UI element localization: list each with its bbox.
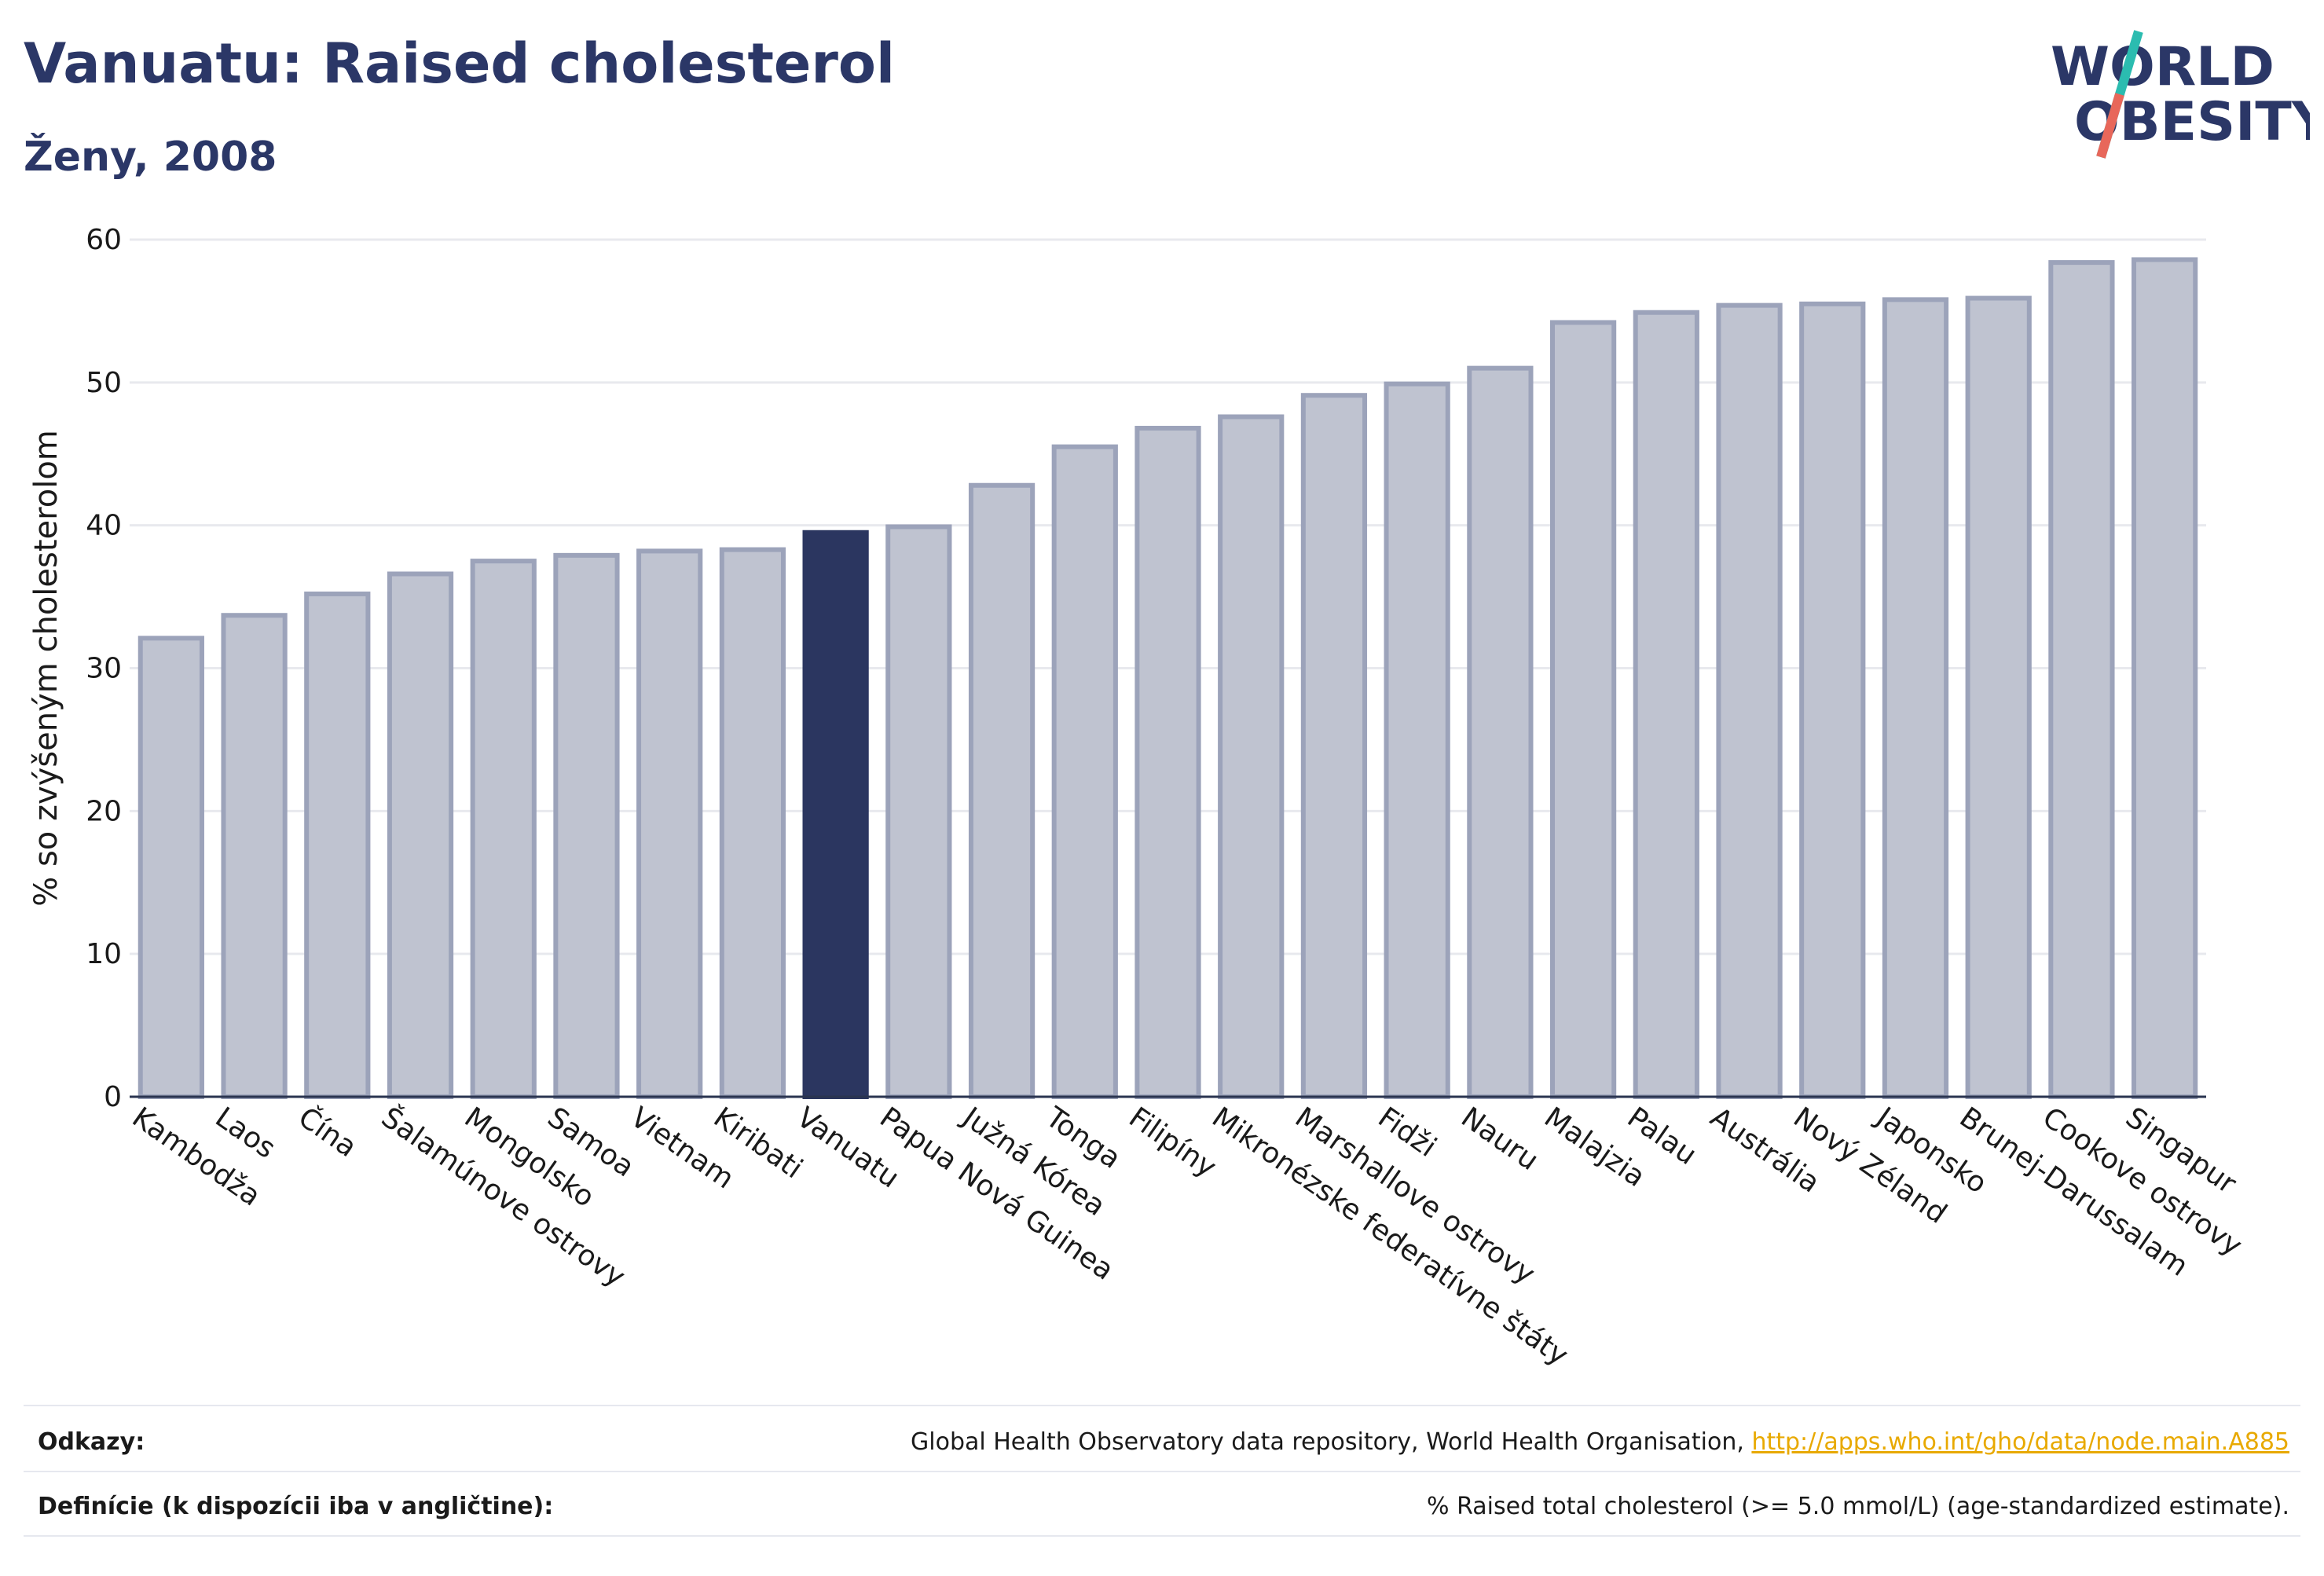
footer-divider — [24, 1405, 2300, 1406]
bar — [1218, 414, 1285, 1099]
y-tick-label: 30 — [86, 653, 122, 685]
y-axis-label: % so zvýšeným cholesterolom — [28, 430, 64, 907]
bar — [968, 482, 1036, 1099]
bar — [2132, 257, 2198, 1099]
bar — [1882, 297, 1949, 1099]
y-tick-label: 50 — [86, 367, 122, 399]
x-tick-label: Čína — [292, 1101, 363, 1164]
bar — [1135, 426, 1201, 1099]
bar — [2048, 260, 2115, 1099]
bar — [1300, 393, 1368, 1100]
y-tick-label: 60 — [86, 224, 122, 256]
y-tick-label: 10 — [86, 938, 122, 970]
bar — [470, 559, 537, 1099]
bar — [221, 613, 288, 1099]
logo-slash-coral — [2096, 93, 2124, 159]
bar — [553, 552, 620, 1099]
bar — [1467, 365, 1534, 1099]
bar — [719, 547, 786, 1099]
bar — [1633, 310, 1699, 1099]
definitions-label: Definície (k dispozícii iba v angličtine… — [38, 1493, 554, 1520]
bar — [1716, 302, 1783, 1100]
svg-text:WORLD: WORLD — [2051, 36, 2275, 98]
bar-chart: 0 10 20 30 40 50 60 % so zvýšeným cholesterolom… — [28, 224, 2248, 1373]
page-title: Vanuatu: Raised cholesterol — [24, 31, 895, 96]
bar — [387, 571, 454, 1099]
x-tick-label: Filipíny — [1123, 1101, 1222, 1184]
world-obesity-logo: WORLD OBESITY — [2051, 30, 2310, 159]
bar — [304, 591, 371, 1099]
page-subtitle: Ženy, 2008 — [24, 134, 277, 181]
references-link[interactable]: http://apps.who.int/gho/data/node.main.A… — [1751, 1428, 2289, 1456]
bar — [636, 548, 703, 1099]
bar — [1384, 381, 1450, 1099]
bar — [885, 524, 952, 1099]
bar — [1549, 320, 1617, 1100]
bar — [137, 636, 204, 1099]
bar — [1051, 444, 1118, 1099]
footer-divider — [24, 1471, 2300, 1472]
definitions-text: % Raised total cholesterol (>= 5.0 mmol/… — [1427, 1493, 2289, 1520]
bar — [802, 530, 869, 1099]
references-source: Global Health Observatory data repositor… — [911, 1428, 1752, 1456]
footer-divider — [24, 1535, 2300, 1537]
references-text: Global Health Observatory data repositor… — [911, 1428, 2289, 1456]
y-tick-label: 0 — [104, 1081, 122, 1113]
bar — [1799, 301, 1866, 1099]
references-label: Odkazy: — [38, 1428, 145, 1456]
bar — [1965, 295, 2032, 1099]
x-tick-label: Nauru — [1455, 1101, 1544, 1177]
y-tick-label: 40 — [86, 510, 122, 542]
y-tick-label: 20 — [86, 795, 122, 827]
